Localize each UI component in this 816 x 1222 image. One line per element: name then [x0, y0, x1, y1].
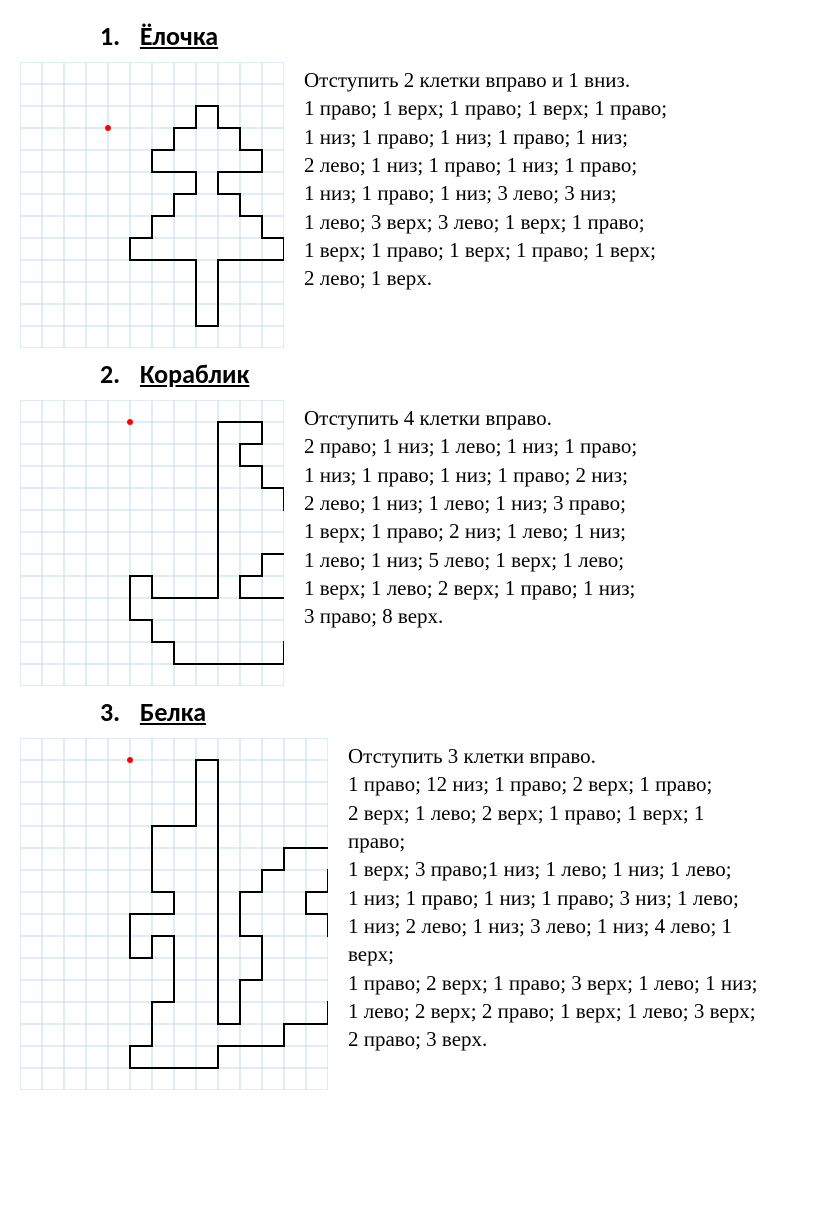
- instruction-line: 1 верх; 1 право; 1 верх; 1 право; 1 верх…: [304, 236, 667, 264]
- instruction-line: Отступить 4 клетки вправо.: [304, 404, 637, 432]
- exercise-number: 1.: [100, 20, 134, 52]
- instructions: Отступить 2 клетки вправо и 1 вниз.1 пра…: [304, 62, 667, 293]
- instruction-line: Отступить 2 клетки вправо и 1 вниз.: [304, 66, 667, 94]
- exercise: 3. БелкаОтступить 3 клетки вправо.1 прав…: [20, 696, 766, 1090]
- exercise-heading: 1. Ёлочка: [100, 20, 766, 52]
- start-dot: [105, 125, 111, 131]
- instruction-line: 1 низ; 1 право; 1 низ; 1 право; 3 низ; 1…: [348, 884, 766, 912]
- exercise-heading: 2. Кораблик: [100, 358, 766, 390]
- instruction-line: 1 право; 12 низ; 1 право; 2 верх; 1 прав…: [348, 770, 766, 798]
- instruction-line: 2 право; 3 верх.: [348, 1025, 766, 1053]
- instructions: Отступить 4 клетки вправо.2 право; 1 низ…: [304, 400, 637, 631]
- start-dot: [127, 419, 133, 425]
- instruction-line: 1 низ; 1 право; 1 низ; 3 лево; 3 низ;: [304, 179, 667, 207]
- exercise-title: Белка: [140, 696, 206, 728]
- instruction-line: 2 лево; 1 верх.: [304, 264, 667, 292]
- instructions: Отступить 3 клетки вправо.1 право; 12 ни…: [348, 738, 766, 1054]
- grid-box: [20, 400, 284, 686]
- instruction-line: 1 лево; 3 верх; 3 лево; 1 верх; 1 право;: [304, 208, 667, 236]
- exercise: 2. Кораблик Отступить 4 клетки вправо.2 п…: [20, 358, 766, 686]
- instruction-line: Отступить 3 клетки вправо.: [348, 742, 766, 770]
- exercise-number: 2.: [100, 358, 134, 390]
- instruction-line: 2 лево; 1 низ; 1 лево; 1 низ; 3 право;: [304, 489, 637, 517]
- instruction-line: 1 верх; 1 право; 2 низ; 1 лево; 1 низ;: [304, 517, 637, 545]
- instruction-line: 3 право; 8 верх.: [304, 602, 637, 630]
- instruction-line: 1 право; 2 верх; 1 право; 3 верх; 1 лево…: [348, 969, 766, 997]
- exercise-number: 3.: [100, 696, 134, 728]
- instruction-line: 1 лево; 2 верх; 2 право; 1 верх; 1 лево;…: [348, 997, 766, 1025]
- instruction-line: 2 лево; 1 низ; 1 право; 1 низ; 1 право;: [304, 151, 667, 179]
- grid-diagram: [20, 400, 284, 686]
- grid-diagram: [20, 738, 328, 1090]
- instruction-line: 1 верх; 1 лево; 2 верх; 1 право; 1 низ;: [304, 574, 637, 602]
- instruction-line: 2 верх; 1 лево; 2 верх; 1 право; 1 верх;…: [348, 799, 766, 856]
- start-dot: [127, 757, 133, 763]
- exercise: 1. Ёлочка Отступить 2 клетки вправо и 1 в…: [20, 20, 766, 348]
- instruction-line: 2 право; 1 низ; 1 лево; 1 низ; 1 право;: [304, 432, 637, 460]
- exercise-heading: 3. Белка: [100, 696, 766, 728]
- instruction-line: 1 верх; 3 право;1 низ; 1 лево; 1 низ; 1 …: [348, 855, 766, 883]
- instruction-line: 1 лево; 1 низ; 5 лево; 1 верх; 1 лево;: [304, 546, 637, 574]
- exercise-title: Ёлочка: [140, 20, 218, 52]
- instruction-line: 1 право; 1 верх; 1 право; 1 верх; 1 прав…: [304, 94, 667, 122]
- grid-box: [20, 738, 328, 1090]
- exercise-title: Кораблик: [140, 358, 249, 390]
- grid-box: [20, 62, 284, 348]
- instruction-line: 1 низ; 1 право; 1 низ; 1 право; 1 низ;: [304, 123, 667, 151]
- grid-diagram: [20, 62, 284, 348]
- instruction-line: 1 низ; 2 лево; 1 низ; 3 лево; 1 низ; 4 л…: [348, 912, 766, 969]
- instruction-line: 1 низ; 1 право; 1 низ; 1 право; 2 низ;: [304, 461, 637, 489]
